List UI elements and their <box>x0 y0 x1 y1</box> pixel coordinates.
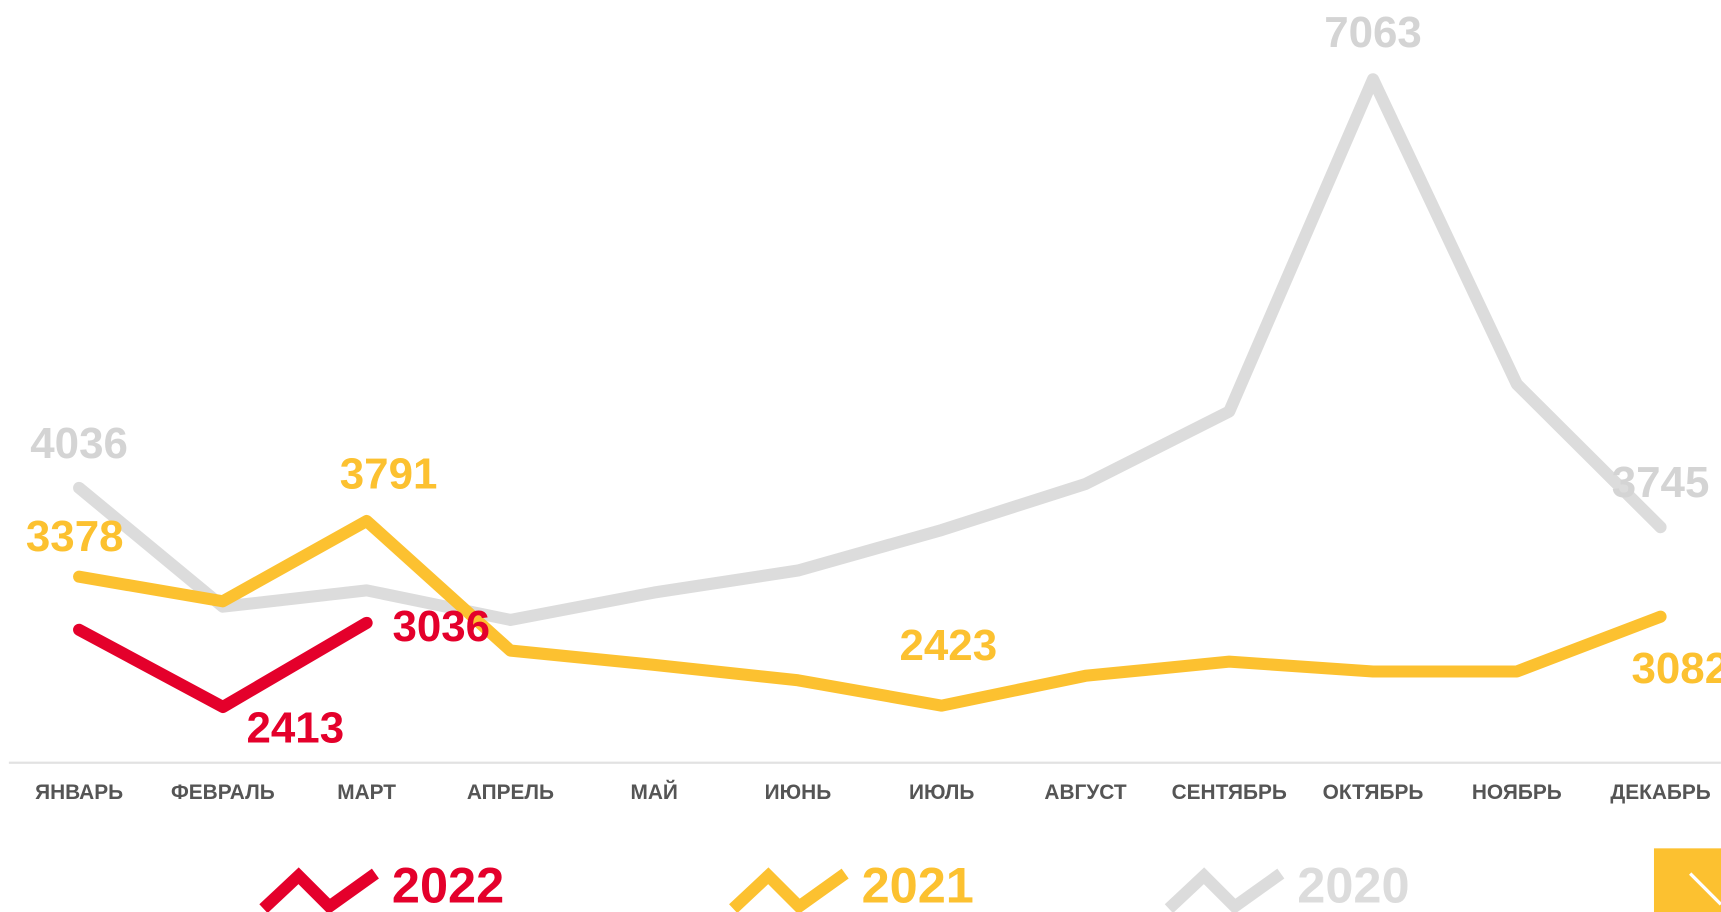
x-tick-label: СЕНТЯБРЬ <box>1172 781 1287 804</box>
data-label: 7063 <box>1324 8 1422 57</box>
legend-label: 2020 <box>1297 856 1409 912</box>
x-tick-label: НОЯБРЬ <box>1472 781 1562 804</box>
scroll-arrow <box>1689 872 1721 906</box>
data-label: 3378 <box>26 512 124 561</box>
data-label: 3082 <box>1632 644 1721 693</box>
legend-icon <box>1164 867 1285 912</box>
x-tick-label: ОКТЯБРЬ <box>1323 781 1424 804</box>
data-label: 4036 <box>30 419 128 468</box>
x-tick-label: ИЮНЬ <box>765 781 832 804</box>
data-label: 3791 <box>340 450 438 499</box>
scroll-button[interactable] <box>1653 848 1721 912</box>
x-tick-label: МАРТ <box>337 781 396 804</box>
data-label: 3036 <box>392 602 490 651</box>
series-line <box>73 616 373 714</box>
series-line <box>73 73 1667 626</box>
data-label: 2413 <box>246 704 344 753</box>
legend-label: 2022 <box>392 856 504 912</box>
legend-icon <box>729 867 849 912</box>
x-tick-label: АПРЕЛЬ <box>467 781 554 804</box>
x-tick-label: ЯНВАРЬ <box>35 781 123 804</box>
data-label: 3745 <box>1612 458 1710 507</box>
x-tick-label: МАЙ <box>630 780 677 804</box>
series-line <box>73 514 1667 712</box>
x-tick-label: ФЕВРАЛЬ <box>171 781 275 804</box>
legend-label: 2021 <box>862 856 974 912</box>
x-tick-label: АВГУСТ <box>1044 781 1126 804</box>
x-tick-label: ДЕКАБРЬ <box>1610 781 1710 804</box>
data-label: 2423 <box>899 621 997 670</box>
x-tick-label: ИЮЛЬ <box>909 781 974 804</box>
legend-icon <box>259 867 379 912</box>
